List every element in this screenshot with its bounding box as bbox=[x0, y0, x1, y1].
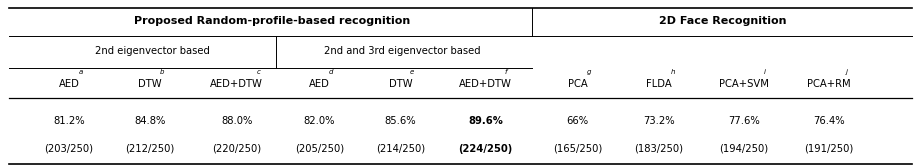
Text: g: g bbox=[587, 69, 591, 75]
Text: 85.6%: 85.6% bbox=[385, 116, 416, 126]
Text: DTW: DTW bbox=[389, 79, 413, 89]
Text: j: j bbox=[845, 69, 848, 75]
Text: (203/250): (203/250) bbox=[44, 144, 94, 154]
Text: d: d bbox=[329, 69, 333, 75]
Text: Proposed Random-profile-based recognition: Proposed Random-profile-based recognitio… bbox=[134, 16, 410, 26]
Text: (224/250): (224/250) bbox=[459, 144, 512, 154]
Text: (220/250): (220/250) bbox=[212, 144, 262, 154]
Text: (183/250): (183/250) bbox=[634, 144, 683, 154]
Text: AED+DTW: AED+DTW bbox=[210, 79, 263, 89]
Text: 2D Face Recognition: 2D Face Recognition bbox=[659, 16, 787, 26]
Text: 2nd and 3rd eigenvector based: 2nd and 3rd eigenvector based bbox=[324, 46, 481, 56]
Text: AED: AED bbox=[59, 79, 79, 89]
Text: PCA: PCA bbox=[567, 79, 588, 89]
Text: c: c bbox=[256, 69, 260, 75]
Text: 76.4%: 76.4% bbox=[813, 116, 845, 126]
Text: PCA+SVM: PCA+SVM bbox=[719, 79, 769, 89]
Text: 73.2%: 73.2% bbox=[643, 116, 674, 126]
Text: a: a bbox=[78, 69, 83, 75]
Text: 77.6%: 77.6% bbox=[729, 116, 760, 126]
Text: 89.6%: 89.6% bbox=[468, 116, 503, 126]
Text: AED+DTW: AED+DTW bbox=[459, 79, 512, 89]
Text: (194/250): (194/250) bbox=[719, 144, 769, 154]
Text: 84.8%: 84.8% bbox=[134, 116, 166, 126]
Text: PCA+RM: PCA+RM bbox=[807, 79, 851, 89]
Text: e: e bbox=[410, 69, 414, 75]
Text: (165/250): (165/250) bbox=[553, 144, 602, 154]
Text: (205/250): (205/250) bbox=[295, 144, 344, 154]
Text: 66%: 66% bbox=[566, 116, 589, 126]
Text: f: f bbox=[505, 69, 507, 75]
Text: 82.0%: 82.0% bbox=[304, 116, 335, 126]
Text: i: i bbox=[764, 69, 765, 75]
Text: (212/250): (212/250) bbox=[125, 144, 175, 154]
Text: (214/250): (214/250) bbox=[376, 144, 426, 154]
Text: 2nd eigenvector based: 2nd eigenvector based bbox=[96, 46, 210, 56]
Text: AED: AED bbox=[309, 79, 330, 89]
Text: b: b bbox=[159, 69, 164, 75]
Text: DTW: DTW bbox=[138, 79, 162, 89]
Text: FLDA: FLDA bbox=[646, 79, 671, 89]
Text: (191/250): (191/250) bbox=[804, 144, 854, 154]
Text: 81.2%: 81.2% bbox=[53, 116, 85, 126]
Text: h: h bbox=[670, 69, 675, 75]
Text: 88.0%: 88.0% bbox=[221, 116, 252, 126]
